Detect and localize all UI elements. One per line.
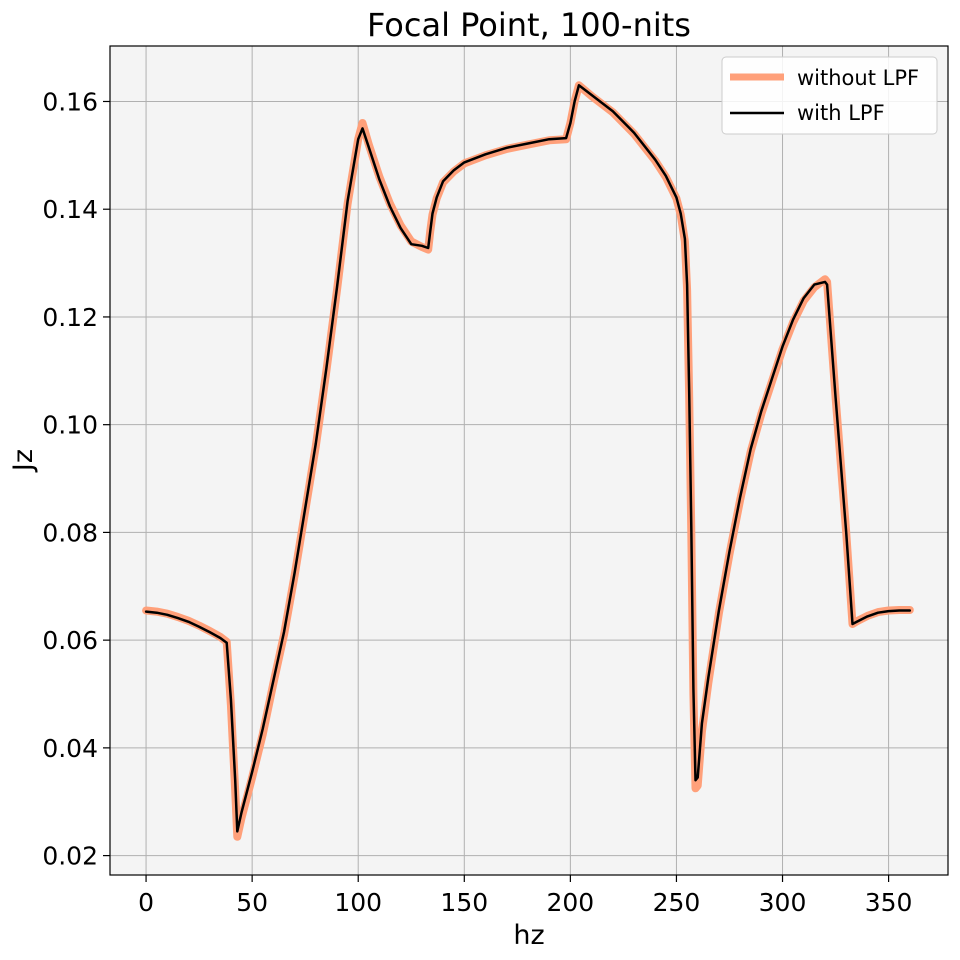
x-axis: 0 50 100 150 200 250 300 350 [138,875,912,917]
x-tick-label: 100 [334,888,382,917]
y-axis-label: Jz [8,449,39,473]
x-tick-label: 300 [759,888,807,917]
legend-label-with-lpf: with LPF [797,101,885,125]
legend-label-without-lpf: without LPF [797,66,919,90]
y-tick-label: 0.14 [42,195,98,224]
x-tick-label: 250 [653,888,701,917]
plot-frame [109,45,949,876]
x-tick-label: 200 [547,888,595,917]
chart-title: Focal Point, 100-nits [367,6,691,44]
series-layer [142,81,914,841]
y-tick-label: 0.02 [42,842,98,871]
y-tick-label: 0.06 [42,626,98,655]
y-tick-label: 0.08 [42,518,98,547]
x-tick-label: 150 [440,888,488,917]
x-tick-label: 50 [236,888,268,917]
y-tick-label: 0.16 [42,87,98,116]
x-axis-label: hz [513,920,544,951]
y-axis: 0.02 0.04 0.06 0.08 0.10 0.12 0.14 0.16 [42,87,110,871]
y-tick-label: 0.12 [42,303,98,332]
y-tick-label: 0.04 [42,734,98,763]
series-line-with-lpf [144,84,912,833]
legend: without LPF with LPF [721,56,938,135]
y-tick-label: 0.10 [42,411,98,440]
x-tick-label: 0 [138,888,154,917]
x-tick-label: 350 [865,888,913,917]
plot-area [110,46,948,875]
